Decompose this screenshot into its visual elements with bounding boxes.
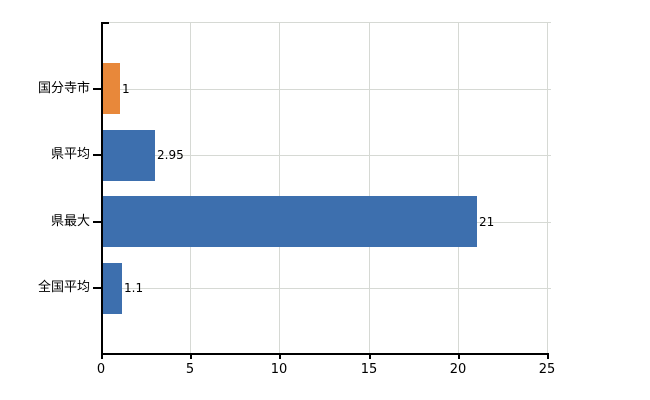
value-label: 2.95 — [157, 148, 184, 162]
v-gridline — [190, 22, 191, 353]
x-axis-tick — [458, 353, 460, 359]
x-tick-label: 10 — [270, 362, 288, 377]
v-gridline — [458, 22, 459, 353]
category-tick — [93, 88, 101, 90]
x-axis-tick — [369, 353, 371, 359]
value-label: 1.1 — [124, 281, 144, 295]
category-tick — [93, 221, 101, 223]
h-gridline — [101, 155, 551, 156]
h-gridline — [101, 288, 551, 289]
v-gridline — [369, 22, 370, 353]
x-tick-label: 15 — [360, 362, 378, 377]
v-gridline — [279, 22, 280, 353]
bar — [103, 130, 155, 181]
category-label: 全国平均 — [37, 280, 90, 295]
bar — [103, 196, 477, 247]
x-axis — [101, 353, 549, 355]
category-label: 国分寺市 — [37, 81, 90, 96]
x-axis-tick — [190, 353, 192, 359]
v-gridline — [547, 22, 548, 353]
x-tick-label: 25 — [538, 362, 556, 377]
value-label: 21 — [479, 215, 495, 229]
category-label: 県最大 — [50, 214, 90, 229]
x-axis-tick — [279, 353, 281, 359]
y-axis — [101, 22, 103, 359]
x-tick-label: 0 — [96, 362, 106, 377]
category-label: 県平均 — [50, 147, 90, 162]
bar — [103, 263, 122, 314]
category-tick — [93, 287, 101, 289]
category-tick — [93, 154, 101, 156]
bar — [103, 63, 120, 114]
x-tick-label: 5 — [185, 362, 195, 377]
plot-top-border — [101, 22, 551, 23]
h-gridline — [101, 89, 551, 90]
x-axis-tick — [547, 353, 549, 359]
value-label: 1 — [122, 82, 130, 96]
y-axis-top-tick — [101, 22, 109, 24]
x-tick-label: 20 — [449, 362, 467, 377]
